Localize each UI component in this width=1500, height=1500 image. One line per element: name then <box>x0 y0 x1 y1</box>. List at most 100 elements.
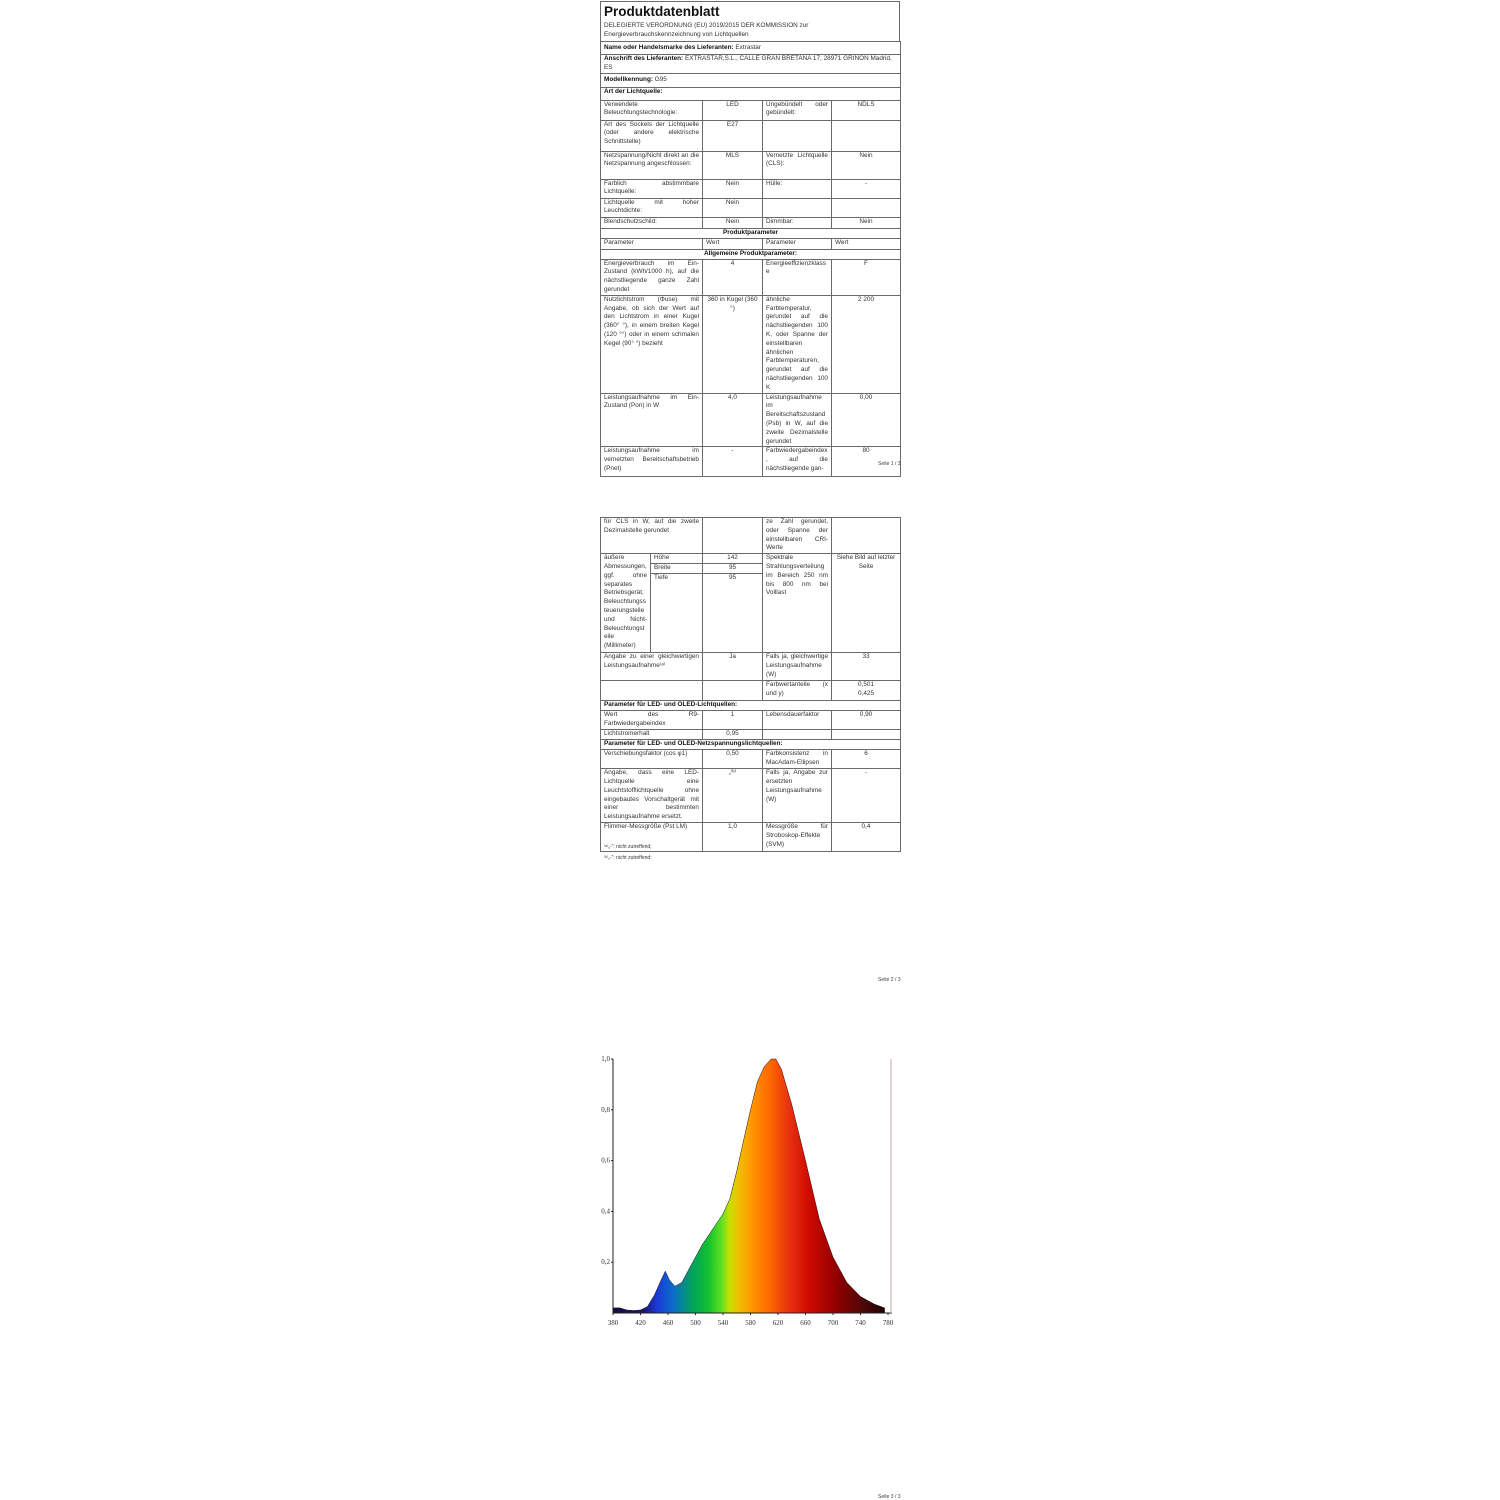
dimension-name: Breite <box>650 563 703 575</box>
param-label: Farbwiedergabeindex, auf die nächstliege… <box>762 446 832 478</box>
param-value: 0,501 0,425 <box>831 680 901 702</box>
table-row: Angabe, dass eine LED-Lichtquelle eine L… <box>600 768 901 823</box>
spectrum-area <box>612 1058 885 1314</box>
param-value: Nein <box>702 216 763 229</box>
param-label: ze Zahl gerundet, oder Spanne der einste… <box>762 516 832 555</box>
param-value: 1,0 <box>702 821 763 852</box>
dimension-value: 142 <box>702 553 763 565</box>
table-row: Leistungsaufnahme im Ein-Zustand (Pon) i… <box>600 392 902 448</box>
param-value: F <box>830 258 902 296</box>
table-row: Farblich abstimmbare Lichtquelle: Nein Hül… <box>600 178 902 199</box>
param-label: Energieverbrauch im Ein-Zustand (kWh/100… <box>600 258 703 296</box>
param-value: 4,0 <box>702 392 763 448</box>
dimension-value: 95 <box>702 563 763 575</box>
supplier-info-cell: Modellkennung: G95 <box>599 72 902 88</box>
column-header: Wert <box>702 237 763 250</box>
column-header: Parameter <box>600 237 703 250</box>
table-row: Parameter für LED- und OLED-Lichtquellen… <box>600 700 901 712</box>
param-label <box>762 729 832 741</box>
field-label: Modellkennung: <box>604 75 653 83</box>
supplier-info-cell: Name oder Handelsmarke des Lieferanten: … <box>599 41 902 55</box>
table-row: Produktparameter <box>599 227 902 239</box>
table-row: Name oder Handelsmarke des Lieferanten: … <box>599 41 902 55</box>
table-row: Blendschutzschild: Nein Dimmbar: Nein <box>600 216 902 229</box>
param-label: Leistungsaufnahme im vernetzten Bereitsc… <box>600 446 703 478</box>
param-value: MLS <box>702 150 763 180</box>
section-heading: Allgemeine Produktparameter: <box>599 248 902 260</box>
param-value: LED <box>702 99 763 121</box>
field-value: G95 <box>654 75 667 83</box>
param-label: Lichtquelle mit hoher Leuchtdichte: <box>600 197 703 218</box>
document-header: Produktdatenblatt DELEGIERTE VERORDNUNG … <box>600 1 900 41</box>
param-value: Nein <box>830 216 902 229</box>
param-label: Blendschutzschild: <box>600 216 703 229</box>
x-tick-label: 540 <box>718 1319 729 1327</box>
param-label: Lichtstromerhalt <box>600 729 703 741</box>
page-number: Seite 3 / 3 <box>878 1494 901 1500</box>
param-value: - <box>702 446 763 478</box>
table-row: Allgemeine Produktparameter: <box>599 248 902 260</box>
param-label: Lebensdauerfaktor <box>762 710 832 731</box>
product-table-page-2: für CLS in W, auf die zweite Dezimalstel… <box>600 516 901 852</box>
param-value <box>830 197 902 218</box>
param-label: Angabe, dass eine LED-Lichtquelle eine L… <box>600 768 703 823</box>
y-tick-label: 0,8 <box>601 1106 610 1114</box>
param-label: Energieeffizienzklasse <box>762 258 832 296</box>
param-label: Angabe zu einer gleichwertigen Leistungs… <box>600 652 703 682</box>
x-tick-label: 740 <box>855 1319 866 1327</box>
field-value: Extrastar <box>735 43 761 51</box>
x-tick-label: 500 <box>690 1319 701 1327</box>
table-row: Parameter für LED- und OLED-Netzspannung… <box>600 739 901 751</box>
y-tick-label: 0,2 <box>601 1258 610 1266</box>
section-heading: Produktparameter <box>599 227 902 239</box>
param-value <box>830 119 902 152</box>
table-row: Verwendete Beleuchtungstechnologie: LED Un… <box>600 99 902 121</box>
regulation-text: DELEGIERTE VERORDNUNG (EU) 2019/2015 DER… <box>604 22 809 38</box>
table-row: Netzspannung/Nicht direkt an die Netzspa… <box>600 150 902 180</box>
param-label: Hülle: <box>762 178 832 199</box>
param-value: - <box>830 178 902 199</box>
param-value: 33 <box>831 652 901 682</box>
product-table-page-1: Name oder Handelsmarke des Lieferanten: … <box>599 41 902 478</box>
x-tick-label: 580 <box>745 1319 756 1327</box>
param-label: Falls ja, gleichwertige Leistungsaufnahm… <box>762 652 832 682</box>
table-row: Lichtstromerhalt 0,95 <box>600 729 901 741</box>
field-label: Anschrift des Lieferanten: <box>604 55 684 62</box>
dimension-name: Tiefe <box>650 573 703 654</box>
supplier-info-cell: Anschrift des Lieferanten: EXTRASTAR,S.L… <box>599 54 902 74</box>
page-number: Seite 1 / 3 <box>878 461 901 467</box>
x-tick-label: 420 <box>635 1319 646 1327</box>
param-value: 80 <box>830 446 902 478</box>
param-label: Spektrale Strahlungsverteilung im Bereic… <box>762 553 832 654</box>
param-value: Ja <box>702 652 763 682</box>
field-value: EXTRASTAR,S.L., CALLE GRAN BRETAÑA 17, 2… <box>604 55 892 71</box>
param-value: 0,00 <box>830 392 902 448</box>
param-label: Farbwertanteile (x und y) <box>762 680 832 702</box>
column-header: Wert <box>830 237 902 250</box>
table-row: Lichtquelle mit hoher Leuchtdichte: Nein <box>600 197 902 218</box>
param-value <box>702 516 763 555</box>
param-label: Messgröße für Stroboskop-Effekte (SVM) <box>762 821 832 852</box>
dimension-value: 95 <box>702 573 763 654</box>
page-number: Seite 2 / 3 <box>878 977 901 983</box>
y-tick-label: 0,4 <box>601 1207 610 1215</box>
param-value: E27 <box>702 119 763 152</box>
page-1: Produktdatenblatt DELEGIERTE VERORDNUNG … <box>599 1 902 478</box>
param-label: Dimmbar: <box>762 216 832 229</box>
x-tick-label: 780 <box>883 1319 894 1327</box>
footnote-a: ⁽ᵃ⁾„-“: nicht zutreffend; <box>604 844 652 850</box>
x-tick-label: 380 <box>608 1319 619 1327</box>
table-row: Modellkennung: G95 <box>599 72 902 88</box>
param-value: Nein <box>702 178 763 199</box>
param-label <box>600 680 703 702</box>
x-tick-label: 620 <box>773 1319 784 1327</box>
param-value: „⁽ᵇ⁾ <box>702 768 763 823</box>
param-label: Farbkonsistenz in MacAdam-Ellipsen <box>762 749 832 770</box>
dimension-name: Höhe <box>650 553 703 565</box>
param-value <box>831 729 901 741</box>
field-label: Name oder Handelsmarke des Lieferanten: <box>604 43 734 51</box>
param-value: 0,50 <box>702 749 763 770</box>
param-label: Falls ja, Angabe zur ersetzten Leistungs… <box>762 768 832 823</box>
table-row: Energieverbrauch im Ein-Zustand (kWh/100… <box>600 258 902 296</box>
table-row: Nutzlichtstrom (Φuse) mit Angabe, ob sic… <box>600 294 902 394</box>
